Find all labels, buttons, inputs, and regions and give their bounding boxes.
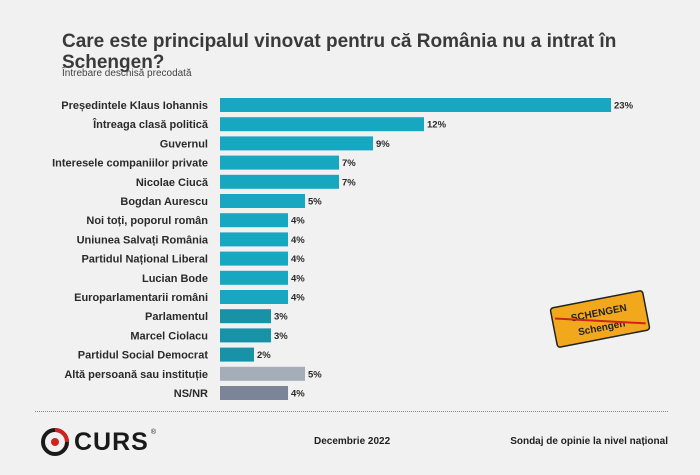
- category-label: Noi toți, poporul român: [86, 215, 208, 227]
- category-label: Interesele companiilor private: [52, 158, 208, 170]
- category-label: Guvernul: [160, 138, 208, 150]
- bar: [220, 290, 288, 304]
- value-label: 4%: [291, 235, 305, 246]
- value-label: 5%: [308, 197, 322, 208]
- value-label: 4%: [291, 216, 305, 227]
- category-label: NS/NR: [174, 388, 208, 400]
- bar: [220, 328, 271, 343]
- value-label: 7%: [342, 158, 356, 169]
- category-label: Partidul Social Democrat: [78, 350, 209, 362]
- value-label: 4%: [291, 293, 305, 304]
- value-label: 3%: [274, 312, 288, 323]
- survey-date: Decembrie 2022: [314, 436, 391, 447]
- bar: [220, 213, 288, 228]
- category-label: Nicolae Ciucă: [136, 177, 209, 189]
- bar: [220, 386, 288, 400]
- category-label: Europarlamentarii români: [74, 292, 208, 304]
- bar: [220, 136, 373, 151]
- bar: [220, 117, 424, 132]
- bar: [220, 347, 254, 362]
- stamp-strike-line: [555, 317, 646, 325]
- curs-logo-icon: [41, 428, 69, 456]
- chart-subtitle: Întrebare deschisă precodată: [62, 68, 192, 79]
- curs-logo: CURS ®: [40, 425, 156, 459]
- value-label: 23%: [614, 101, 634, 112]
- category-label: Întreaga clasă politică: [92, 118, 209, 131]
- category-label: Uniunea Salvați România: [77, 234, 209, 246]
- category-label: Parlamentul: [145, 311, 208, 323]
- category-label: Lucian Bode: [142, 273, 208, 285]
- category-label: Bogdan Aurescu: [120, 196, 208, 208]
- category-label: Partidul Național Liberal: [81, 254, 208, 266]
- value-label: 4%: [291, 254, 305, 265]
- bar: [220, 174, 339, 189]
- curs-logo-registered: ®: [150, 429, 157, 436]
- value-label: 5%: [308, 369, 322, 380]
- schengen-stamp: SCHENGEN Schengen: [549, 289, 651, 349]
- bar: [220, 155, 339, 170]
- bar: [220, 270, 288, 285]
- value-label: 4%: [291, 389, 305, 400]
- curs-logo-text: CURS: [74, 427, 149, 456]
- bar: [220, 194, 305, 208]
- bar-chart: Președintele Klaus Iohannis 23% Întreaga c…: [52, 98, 634, 400]
- value-label: 9%: [376, 139, 390, 150]
- category-label: Președintele Klaus Iohannis: [61, 100, 208, 112]
- value-label: 12%: [427, 120, 447, 131]
- value-label: 4%: [291, 273, 305, 284]
- bar: [220, 251, 288, 266]
- bar: [220, 232, 288, 247]
- footer-divider: [35, 411, 668, 412]
- category-label: Altă persoană sau instituție: [64, 369, 208, 381]
- bar: [220, 366, 305, 381]
- category-label: Marcel Ciolacu: [130, 330, 208, 342]
- value-label: 7%: [342, 177, 356, 188]
- bar: [220, 98, 611, 112]
- value-label: 3%: [274, 331, 288, 342]
- survey-scope: Sondaj de opinie la nivel național: [510, 436, 668, 447]
- chart-title: Care este principalul vinovat pentru că …: [62, 31, 617, 73]
- bar: [220, 309, 271, 324]
- value-label: 2%: [257, 350, 271, 361]
